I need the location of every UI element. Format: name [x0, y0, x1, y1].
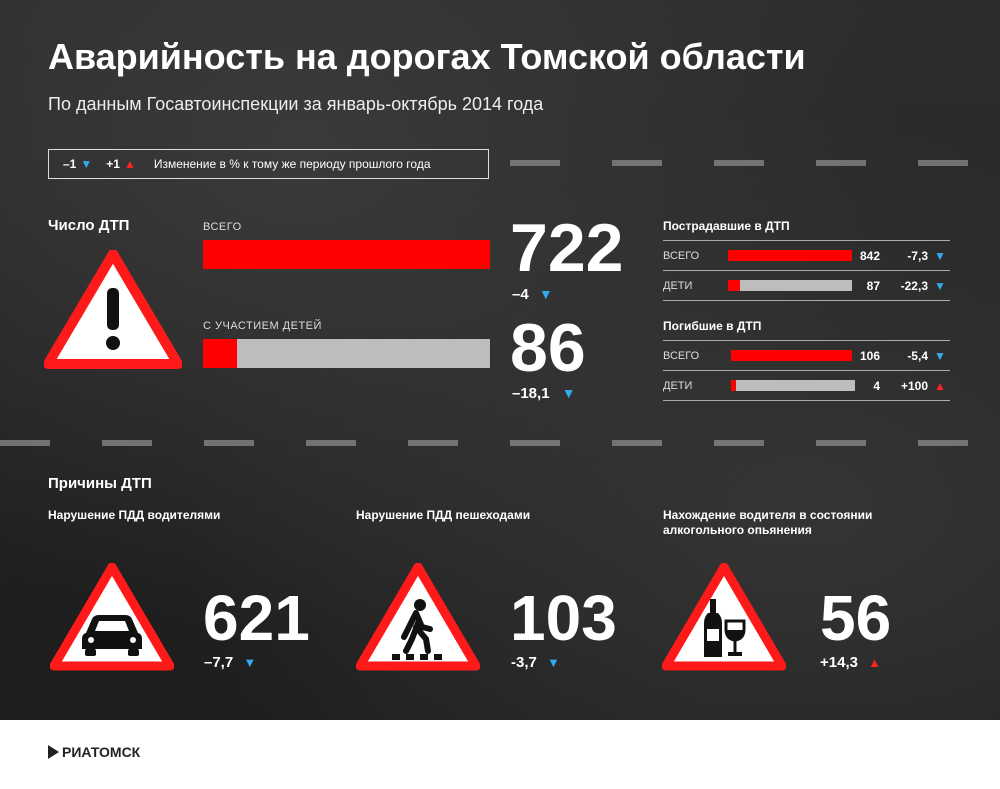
killed-total-bar — [731, 350, 852, 361]
footer: РИАТОМСК — [0, 720, 1000, 789]
killed-total-bar-fill — [731, 350, 852, 361]
killed-children-value: 4 — [873, 379, 880, 393]
killed-title: Погибшие в ДТП — [663, 319, 762, 333]
up-arrow-icon: ▲ — [934, 379, 946, 393]
legend-minus-label: –1 — [63, 157, 77, 171]
down-arrow-icon: ▼ — [538, 286, 553, 302]
injured-total-change: -7,3 — [907, 249, 928, 263]
injured-total-value: 842 — [859, 249, 880, 263]
accidents-total-value: 722 — [510, 210, 624, 286]
killed-total-value: 106 — [859, 349, 880, 363]
killed-children-label: ДЕТИ — [663, 380, 693, 392]
killed-children-change: +100 — [900, 379, 928, 393]
cause-pedestrians-value: 103 — [510, 582, 617, 654]
up-arrow-icon: ▲ — [123, 157, 136, 171]
cause-alcohol-change-value: +14,3 — [820, 654, 858, 671]
down-arrow-icon: ▼ — [243, 655, 257, 670]
injured-total-bar-fill — [728, 250, 852, 261]
injured-table: ВСЕГО 842 -7,3 ▼ ДЕТИ 87 -22,3 ▼ — [663, 240, 950, 301]
logo-text: РИАТОМСК — [62, 744, 141, 760]
infographic-canvas: Аварийность на дорогах Томской области П… — [0, 0, 1000, 720]
injured-total-label: ВСЕГО — [663, 250, 700, 262]
injured-row-total: ВСЕГО 842 -7,3 ▼ — [663, 241, 950, 271]
cause-drivers-change-value: –7,7 — [204, 654, 234, 671]
accidents-children-bar — [203, 339, 490, 368]
accidents-total-label: ВСЕГО — [203, 221, 242, 233]
cause-drivers-change: –7,7 ▼ — [204, 654, 256, 671]
road-marking-middle — [0, 440, 1000, 446]
down-arrow-icon: ▼ — [934, 249, 946, 263]
injured-title: Пострадавшие в ДТП — [663, 219, 790, 233]
page-title: Аварийность на дорогах Томской области — [48, 36, 806, 77]
injured-children-change: -22,3 — [900, 279, 928, 293]
alcohol-icon — [662, 563, 786, 671]
injured-row-children: ДЕТИ 87 -22,3 ▼ — [663, 271, 950, 301]
cause-pedestrians-change: -3,7 ▼ — [511, 654, 560, 671]
injured-children-bar — [728, 280, 852, 291]
accidents-children-value: 86 — [510, 310, 586, 386]
accidents-total-bar-fill — [203, 240, 490, 269]
killed-table: ВСЕГО 106 -5,4 ▼ ДЕТИ 4 +100 ▲ — [663, 340, 950, 401]
killed-row-total: ВСЕГО 106 -5,4 ▼ — [663, 341, 950, 371]
down-arrow-icon: ▼ — [80, 157, 93, 171]
injured-children-value: 87 — [866, 279, 880, 293]
killed-row-children: ДЕТИ 4 +100 ▲ — [663, 371, 950, 401]
killed-children-bar-fill — [731, 380, 736, 391]
injured-children-label: ДЕТИ — [663, 280, 693, 292]
killed-total-change: -5,4 — [907, 349, 928, 363]
accidents-section-title: Число ДТП — [48, 217, 130, 234]
pedestrian-icon — [356, 563, 480, 671]
warning-exclamation-icon — [44, 250, 182, 369]
accidents-total-bar — [203, 240, 490, 269]
cause-drivers-value: 621 — [203, 582, 310, 654]
causes-section-title: Причины ДТП — [48, 475, 152, 492]
cause-alcohol-change: +14,3 ▲ — [820, 654, 881, 671]
cause-pedestrians-title: Нарушение ПДД пешеходами — [356, 508, 531, 522]
logo-play-icon — [48, 745, 59, 759]
accidents-total-change: –4 ▼ — [512, 286, 553, 303]
cause-alcohol-value: 56 — [820, 582, 892, 654]
car-icon — [50, 563, 174, 671]
injured-total-bar — [728, 250, 852, 261]
footer-logo[interactable]: РИАТОМСК — [48, 744, 140, 760]
injured-children-bar-fill — [728, 280, 741, 291]
down-arrow-icon: ▼ — [934, 279, 946, 293]
accidents-children-bar-fill — [203, 339, 238, 368]
up-arrow-icon: ▲ — [868, 655, 882, 670]
killed-children-bar — [731, 380, 855, 391]
down-arrow-icon: ▼ — [561, 385, 576, 401]
killed-total-label: ВСЕГО — [663, 350, 700, 362]
page-subtitle: По данным Госавтоинспекции за январь-окт… — [48, 94, 544, 114]
legend-text: Изменение в % к тому же периоду прошлого… — [153, 157, 431, 171]
down-arrow-icon: ▼ — [547, 655, 560, 670]
accidents-children-change: –18,1 ▼ — [512, 385, 576, 402]
legend-box: –1 ▼ +1 ▲ Изменение в % к тому же период… — [48, 149, 489, 179]
down-arrow-icon: ▼ — [934, 349, 946, 363]
cause-drivers-title: Нарушение ПДД водителями — [48, 508, 221, 522]
accidents-total-change-value: –4 — [512, 286, 529, 303]
road-marking-top — [510, 160, 1000, 166]
accidents-children-label: С УЧАСТИЕМ ДЕТЕЙ — [203, 320, 322, 332]
accidents-children-change-value: –18,1 — [512, 385, 550, 402]
cause-pedestrians-change-value: -3,7 — [511, 654, 537, 671]
cause-alcohol-title: Нахождение водителя в состоянии алкоголь… — [663, 508, 873, 537]
legend-plus-label: +1 — [106, 157, 120, 171]
